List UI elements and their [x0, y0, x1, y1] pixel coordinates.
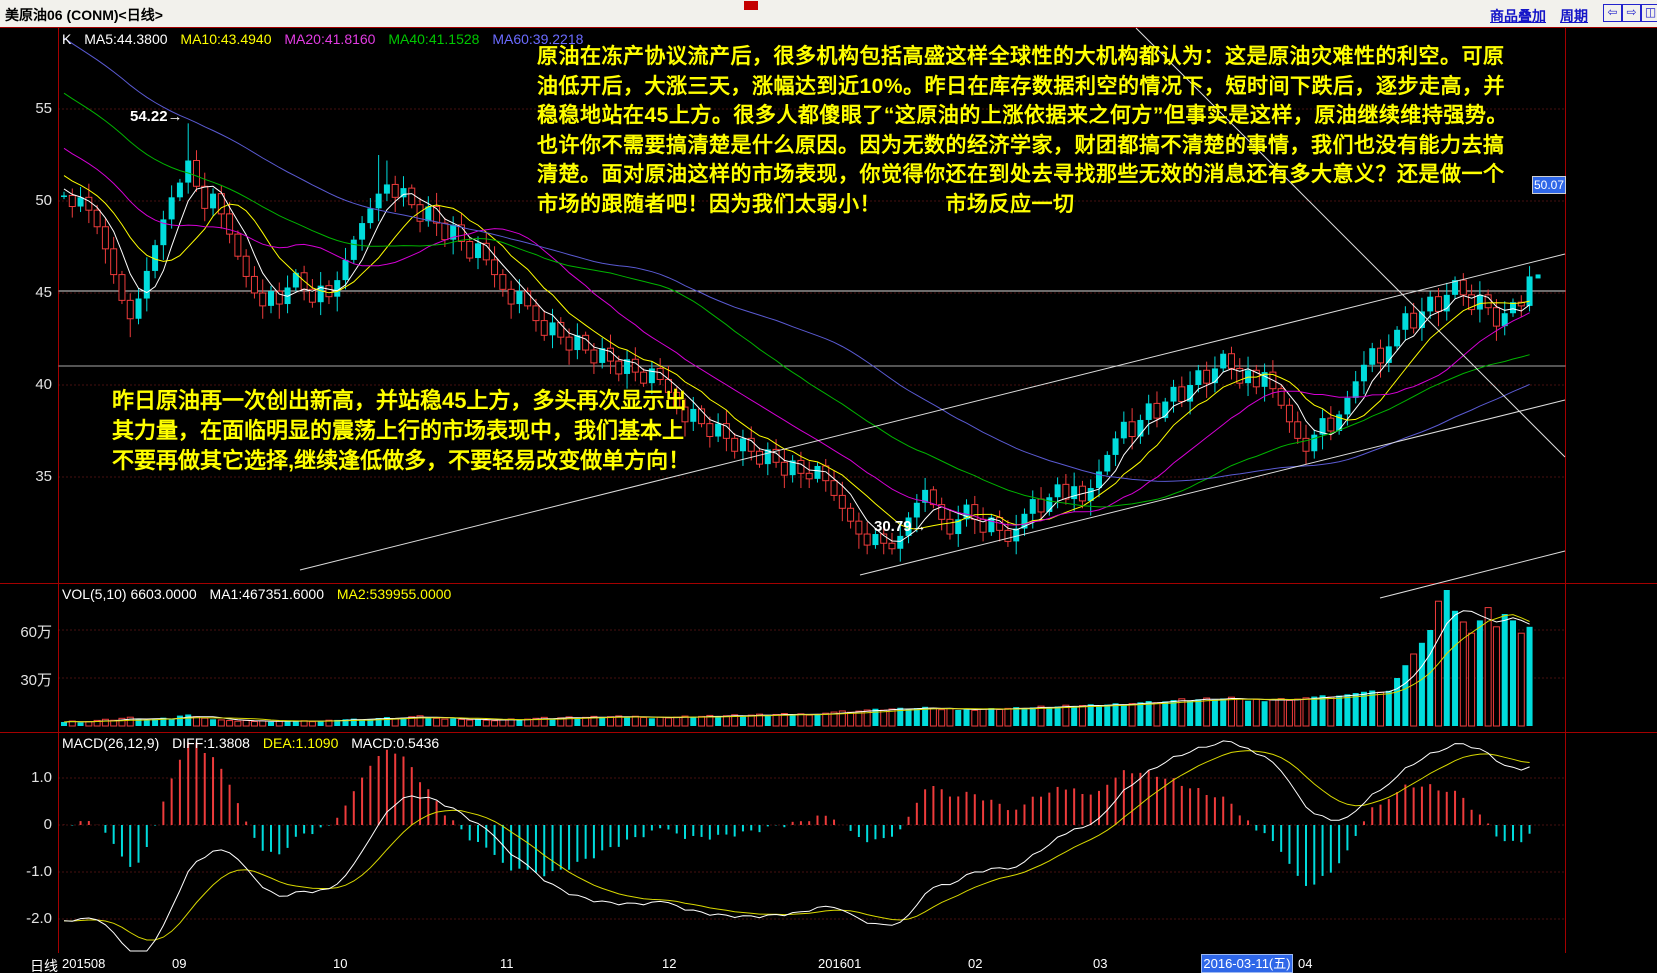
time-axis-month-label: 04 [1298, 956, 1313, 971]
low-price-callout: 30.79→ [874, 518, 927, 535]
vol-ma2-value: MA2:539955.0000 [336, 586, 452, 602]
ma5-value: MA5:44.3800 [84, 31, 168, 47]
time-axis-month-label: 11 [500, 956, 514, 971]
macd-indicator-header: MACD(26,12,9) DIFF:1.3808 DEA:1.1090 MAC… [62, 735, 448, 751]
time-axis-month-label: 09 [172, 956, 187, 971]
ma40-value: MA40:41.1528 [388, 31, 480, 47]
indicator-key-label: K [62, 31, 72, 47]
back-arrow-button[interactable]: ⇦ [1603, 4, 1622, 22]
time-axis-month-label: 02 [968, 956, 983, 971]
commentary-line: 稳稳地站在45上方。很多人都傻眼了“这原油的上涨依据来之何方”但事实是这样，原油… [537, 104, 1508, 127]
time-axis-month-label: 201601 [818, 956, 862, 971]
forward-arrow-button[interactable]: ⇨ [1622, 4, 1641, 22]
volume-indicator-header: VOL(5,10) 6603.0000 MA1:467351.6000 MA2:… [62, 586, 460, 602]
high-price-callout: 54.22→ [130, 108, 183, 125]
macd-value: MACD:0.5436 [351, 735, 440, 751]
commentary-line: 不要再做其它选择,继续逢低做多，不要轻易改变做单方向！ [112, 448, 691, 473]
commentary-line: 其力量，在面临明显的震荡上行的市场表现中，我们基本上 [112, 418, 685, 443]
commentary-left: 昨日原油再一次创出新高，并站稳45上方，多头再次显示出 其力量，在面临明显的震荡… [112, 386, 690, 476]
vol-value: VOL(5,10) 6603.0000 [62, 586, 197, 602]
main-indicator-header: K MA5:44.3800 MA10:43.4940 MA20:41.8160 … [62, 31, 592, 47]
axis-tick-label: 1.0 [31, 769, 52, 786]
time-axis-month-label: 12 [662, 956, 677, 971]
commentary-line: 昨日原油再一次创出新高，并站稳45上方，多头再次显示出 [112, 388, 687, 413]
time-axis-month-label: 10 [333, 956, 348, 971]
commentary-line: 油低开后，大涨三天，涨幅达到近10%。昨日在库存数据利空的情况下，短时间下跌后，… [537, 74, 1506, 98]
ma20-value: MA20:41.8160 [284, 31, 376, 47]
axis-price-tag: 50.07 [1532, 176, 1566, 194]
time-axis-month-label: 201508 [62, 956, 106, 971]
commentary-line: 也许你不需要搞清楚是什么原因。因为无数的经济学家，财团都搞不清楚的事情，我们也没… [537, 133, 1505, 157]
macd-name: MACD(26,12,9) [62, 735, 160, 751]
title-bar-red-marker [744, 1, 758, 10]
commentary-line: 原油在冻产协议流产后，很多机构包括高盛这样全球性的大机构都认为：这是原油灾难性的… [537, 45, 1505, 68]
axis-tick-label: 50 [35, 192, 52, 209]
macd-dea-value: DEA:1.1090 [262, 735, 339, 751]
time-axis-month-label: 03 [1093, 956, 1108, 971]
axis-tick-label: 45 [35, 284, 52, 301]
time-axis-bar: 日线 201508 09 10 11 12 201601 02 03 04 [0, 953, 1657, 973]
axis-tick-label: 0 [43, 816, 52, 833]
macd-diff-value: DIFF:1.3808 [172, 735, 250, 751]
ma60-value: MA60:39.2218 [492, 31, 584, 47]
commentary-line: 清楚。面对原油这样的市场表现，你觉得你还在到处去寻找那些无效的消息还有多大意义？… [537, 163, 1505, 186]
period-label: 日线 [30, 958, 58, 973]
axis-tick-label: 35 [35, 468, 52, 485]
axis-tick-label: 55 [35, 100, 52, 117]
period-link[interactable]: 周期 [1560, 8, 1588, 24]
selected-date-tag: 2016-03-11(五) [1201, 954, 1293, 973]
commentary-line: 市场的跟随者吧！因为我们太弱小！ 市场反应一切 [537, 192, 1075, 216]
contract-title: 美原油06 (CONM)<日线> [5, 7, 163, 23]
split-view-button[interactable]: ◫ [1641, 4, 1657, 22]
axis-tick-label: 60万 [20, 624, 52, 641]
overlay-compare-link[interactable]: 商品叠加 [1490, 8, 1546, 24]
axis-tick-label: -2.0 [26, 910, 52, 927]
axis-tick-label: -1.0 [26, 863, 52, 880]
vol-ma1-value: MA1:467351.6000 [209, 586, 324, 602]
ma10-value: MA10:43.4940 [180, 31, 272, 47]
axis-tick-label: 40 [35, 376, 52, 393]
title-bar: 美原油06 (CONM)<日线> 商品叠加 周期 ⇦ ⇨ ◫ [0, 0, 1657, 27]
axis-tick-label: 30万 [20, 672, 52, 689]
commentary-top: 原油在冻产协议流产后，很多机构包括高盛这样全球性的大机构都认为：这是原油灾难性的… [537, 42, 1508, 219]
